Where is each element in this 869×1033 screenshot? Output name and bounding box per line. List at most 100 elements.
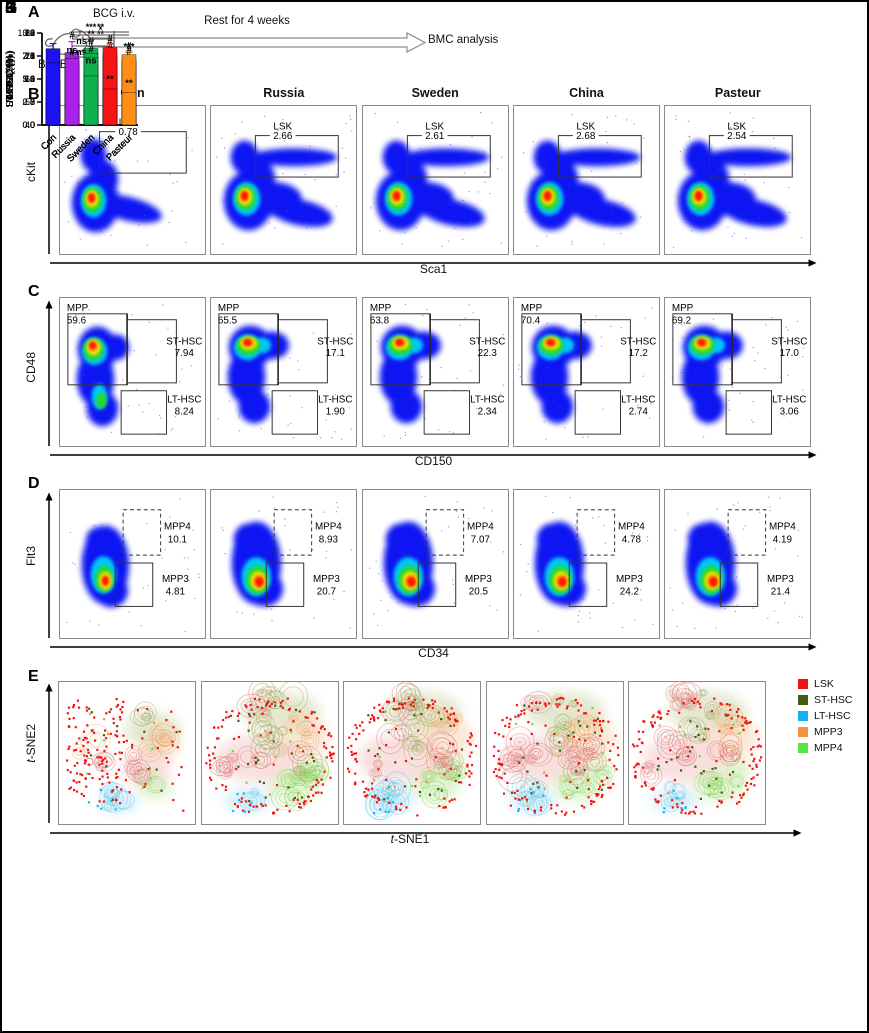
st-hsc-gate-value: 22.3 [477, 348, 497, 359]
lt-hsc-gate-value: 8.24 [175, 406, 195, 417]
legend-label: LT-HSC [814, 710, 851, 722]
panel-c-x-axis-label: CD150 [414, 454, 453, 468]
scatter-dots [369, 111, 503, 247]
comparison-label: ** [97, 22, 105, 32]
mpp-gate-name: MPP [218, 303, 240, 314]
scatter-dots [216, 115, 353, 245]
tsne-plot-sweden [343, 681, 481, 825]
legend-swatch [798, 711, 808, 721]
chart-y-axis-label: LT-HSC (%) [4, 51, 16, 107]
y-tick-label: 70 [25, 51, 35, 61]
tsne-plot-con [58, 681, 196, 825]
chart-y-axis-label: MPP (%) [4, 58, 16, 100]
tsne-contours [640, 681, 749, 812]
bar-russia [64, 58, 80, 126]
st-hsc-gate-rect [731, 319, 783, 384]
legend-label: ST-HSC [814, 694, 853, 706]
legend-swatch [798, 695, 808, 705]
panel-k-label: K [5, 0, 17, 17]
tsne-plot-pasteur-canvas [631, 681, 763, 815]
mpp4-gate-rect [727, 509, 767, 556]
comparison-label: * [99, 25, 103, 35]
flow-plot-d-sweden: MPP4 7.07 MPP3 20.5 [361, 489, 509, 639]
y-axis-arrow [45, 683, 53, 823]
legend-item-lt-hsc: LT-HSC [798, 710, 853, 722]
y-tick-label: 5.0 [22, 74, 35, 84]
tsne-dots [204, 697, 335, 815]
mpp3-gate-value: 4.81 [166, 587, 185, 598]
mpp3-gate-value: 24.2 [620, 587, 639, 598]
mpp3-gate-rect [568, 562, 608, 607]
significance-label: ns [66, 45, 77, 56]
scatter-dots [217, 308, 353, 440]
lt-hsc-gate-value: 2.34 [477, 406, 497, 417]
error-bar [125, 50, 133, 55]
lsk-gate-value: 2.66 [273, 131, 293, 142]
y-axis-arrow [45, 492, 53, 638]
comparison-label: ** [87, 36, 95, 46]
scatter-dots [75, 304, 194, 435]
mpp-gate-value: 70.4 [521, 316, 541, 327]
flow-plot-d-pasteur-canvas: MPP4 4.19 MPP3 21.4 [669, 496, 804, 630]
lsk-gate-rect [406, 135, 491, 178]
mpp3-gate-name: MPP3 [616, 574, 643, 585]
legend-label: MPP4 [814, 742, 843, 754]
flow-plot-d-sweden-canvas: MPP4 7.07 MPP3 20.5 [368, 495, 504, 627]
flow-plot-c-china: MPP 70.4 ST-HSC 17.2 LT-HSC 2.74 [513, 297, 660, 447]
tsne-legend: LSK ST-HSC LT-HSC MPP3 MPP4 [798, 678, 853, 758]
scatter-dots [66, 498, 200, 633]
flow-plot-d-china: MPP4 4.78 MPP3 24.2 [513, 489, 660, 639]
panel-e-label: E [28, 668, 39, 685]
mpp4-gate-value: 7.07 [470, 534, 489, 545]
legend-swatch [798, 679, 808, 689]
tsne-plot-russia-canvas [204, 677, 335, 815]
error-bar [68, 41, 76, 53]
group-header-china: China [569, 86, 604, 100]
lt-hsc-gate-rect [271, 390, 319, 435]
significance-label: # [126, 40, 132, 51]
panel-d-label: D [28, 475, 40, 492]
y-tick-label: 0.0 [22, 120, 35, 130]
bar-sweden [83, 75, 99, 126]
density-layer [243, 339, 252, 346]
x-axis-arrow [50, 451, 817, 459]
tsne-plot-pasteur [628, 681, 766, 825]
flow-plot-d-russia: MPP4 8.93 MPP3 20.7 [210, 489, 358, 639]
error-bar [87, 66, 95, 76]
st-hsc-gate-name: ST-HSC [469, 336, 505, 347]
y-tick-label: 28 [25, 28, 35, 38]
y-tick-label: 10.0 [17, 28, 35, 38]
bar-con [45, 62, 61, 126]
scatter-dots [517, 307, 653, 441]
tsne-contours [365, 681, 469, 821]
significance-label: # [107, 36, 113, 47]
x-axis-arrow [50, 259, 817, 267]
flow-plot-c-sweden: MPP 63.8 ST-HSC 22.3 LT-HSC 2.34 [361, 297, 509, 447]
y-tick-label: 14 [25, 74, 35, 84]
scatter-dots [221, 496, 353, 629]
panel-b-x-axis-label: Sca1 [419, 262, 448, 276]
lt-hsc-gate-value: 3.06 [780, 406, 800, 417]
lsk-gate-name: LSK [576, 122, 595, 133]
st-hsc-gate-name: ST-HSC [772, 336, 808, 347]
flow-plot-c-pasteur: MPP 69.2 ST-HSC 17.0 LT-HSC 3.06 [664, 297, 812, 447]
mpp4-gate-name: MPP4 [467, 521, 494, 532]
tsne-dots [346, 697, 478, 817]
y-tick-label: 3 [30, 97, 35, 107]
y-tick-label: 18 [25, 51, 35, 61]
density-layer [697, 339, 706, 346]
flow-plot-d-china-canvas: MPP4 4.78 MPP3 24.2 [519, 495, 654, 633]
mpp3-gate-rect [417, 562, 456, 607]
y-tick-label: 40 [25, 120, 35, 130]
error-bar [87, 54, 95, 58]
significance-label: # [88, 36, 94, 47]
scatter-dots [671, 317, 805, 438]
significance-label: *** [123, 41, 134, 52]
timeline-arrow [91, 31, 427, 53]
